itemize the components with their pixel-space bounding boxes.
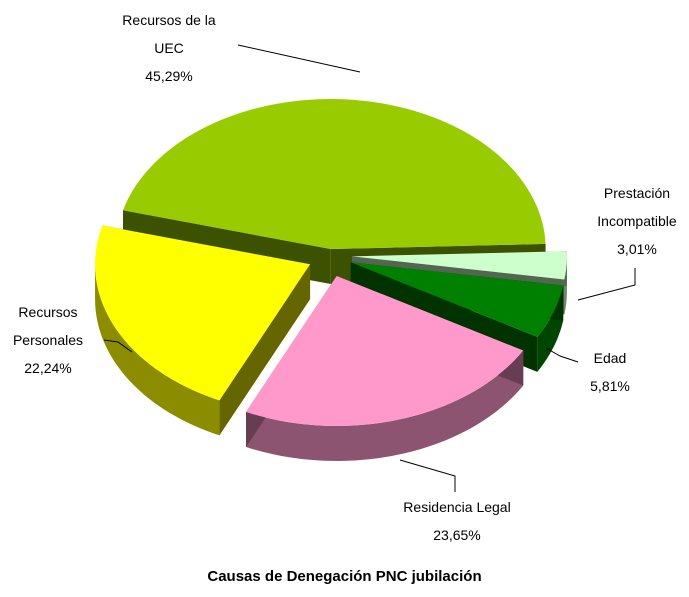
value-label: 45,29% bbox=[145, 68, 193, 84]
slice-label: Prestación Incompatible 3,01% bbox=[587, 179, 687, 263]
slice-side bbox=[95, 264, 220, 436]
chart-title: Causas de Denegación PNC jubilación bbox=[207, 568, 482, 585]
slice bbox=[123, 99, 546, 250]
leader-line bbox=[577, 268, 636, 301]
slice-side bbox=[246, 350, 524, 461]
value-label: 3,01% bbox=[617, 241, 657, 257]
leader-line bbox=[399, 459, 456, 492]
slice-label: Residencia Legal 23,65% bbox=[372, 493, 542, 549]
category-label: Recursos Personales bbox=[12, 304, 84, 348]
slice bbox=[351, 251, 567, 280]
category-label: Recursos de la UEC bbox=[122, 12, 216, 56]
value-label: 23,65% bbox=[433, 527, 481, 543]
slice-label: Recursos de la UEC 45,29% bbox=[113, 6, 225, 90]
slice-label: Edad 5,81% bbox=[570, 344, 650, 400]
slice bbox=[95, 225, 311, 401]
leader-line bbox=[103, 339, 133, 353]
leader-line bbox=[545, 347, 579, 363]
category-label: Residencia Legal bbox=[403, 499, 511, 515]
slice bbox=[350, 262, 564, 337]
value-label: 22,24% bbox=[24, 360, 72, 376]
leader-line bbox=[237, 44, 361, 73]
slice bbox=[246, 275, 524, 426]
category-label: Prestación Incompatible bbox=[597, 185, 677, 229]
slice-label: Recursos Personales 22,24% bbox=[4, 298, 92, 382]
category-label: Edad bbox=[593, 350, 627, 366]
slice-wall bbox=[219, 264, 311, 436]
value-label: 5,81% bbox=[590, 378, 630, 394]
